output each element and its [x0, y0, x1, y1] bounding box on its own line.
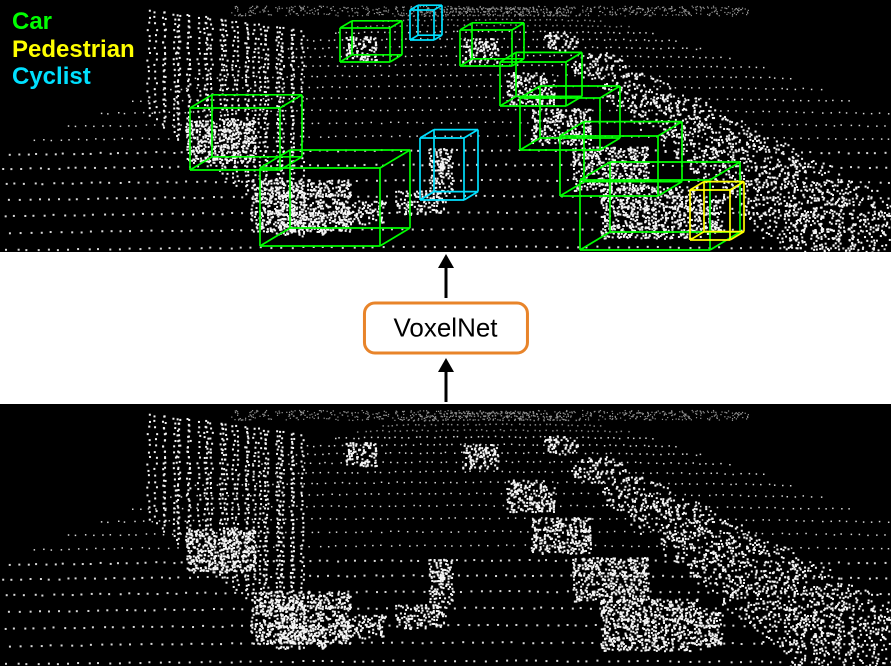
- legend-car: Car: [12, 8, 135, 36]
- bbox-cyclist: [420, 130, 478, 200]
- arrow-up-icon: [434, 254, 458, 298]
- arrow-up-icon: [434, 358, 458, 402]
- bbox-car: [190, 95, 302, 170]
- bbox-car: [340, 21, 402, 62]
- bbox-car: [460, 23, 524, 66]
- bbox-car: [260, 150, 410, 246]
- bbox-car: [580, 162, 740, 250]
- output-lidar-panel: Car Pedestrian Cyclist: [0, 0, 891, 252]
- bbox-cyclist: [410, 5, 442, 40]
- legend: Car Pedestrian Cyclist: [12, 8, 135, 91]
- model-flow-area: VoxelNet: [0, 252, 891, 404]
- input-lidar-panel: [0, 404, 891, 666]
- legend-pedestrian: Pedestrian: [12, 36, 135, 64]
- bbox-car: [560, 122, 682, 196]
- legend-cyclist: Cyclist: [12, 63, 135, 91]
- lidar-pointcloud-input: [0, 404, 891, 666]
- model-name-box: VoxelNet: [362, 302, 528, 355]
